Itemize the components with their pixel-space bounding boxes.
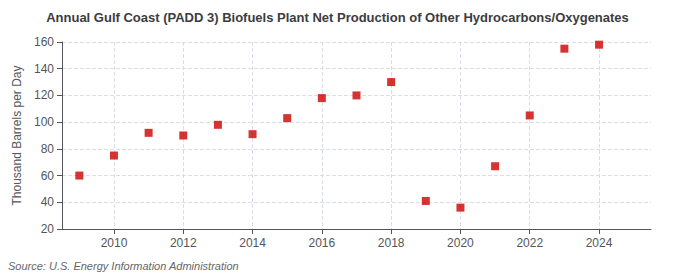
svg-text:2014: 2014 [239,236,266,250]
svg-text:2020: 2020 [447,236,474,250]
svg-text:2016: 2016 [309,236,336,250]
svg-text:Source: U.S. Energy Informatio: Source: U.S. Energy Information Administ… [8,260,239,272]
svg-text:40: 40 [41,195,55,209]
svg-text:140: 140 [34,62,54,76]
svg-text:100: 100 [34,115,54,129]
svg-text:2022: 2022 [516,236,543,250]
svg-text:60: 60 [41,169,55,183]
svg-text:Annual Gulf Coast (PADD 3) Bio: Annual Gulf Coast (PADD 3) Biofuels Plan… [46,10,629,25]
svg-text:2018: 2018 [378,236,405,250]
svg-text:20: 20 [41,222,55,236]
svg-text:80: 80 [41,142,55,156]
svg-text:2012: 2012 [170,236,197,250]
svg-text:2024: 2024 [586,236,613,250]
svg-text:Thousand Barrels per Day: Thousand Barrels per Day [10,65,24,205]
svg-text:120: 120 [34,88,54,102]
svg-text:160: 160 [34,35,54,49]
svg-text:2010: 2010 [101,236,128,250]
